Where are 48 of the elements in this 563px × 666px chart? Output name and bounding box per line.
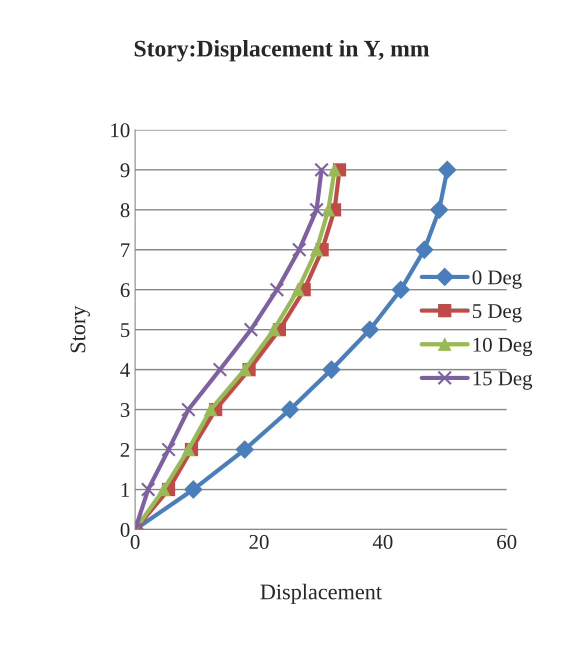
point xyxy=(392,280,410,299)
point xyxy=(182,442,195,456)
legend-label: 15 Deg xyxy=(474,371,532,390)
point xyxy=(212,362,228,377)
point xyxy=(415,240,434,259)
x-tick-label: 40 xyxy=(372,534,392,549)
point xyxy=(314,162,329,178)
point xyxy=(140,482,156,497)
point xyxy=(309,202,324,218)
point xyxy=(438,160,456,180)
point xyxy=(310,243,324,256)
y-tick-label: 5 xyxy=(121,323,130,338)
point xyxy=(280,400,300,419)
point xyxy=(292,242,307,258)
y-tick-label: 4 xyxy=(120,363,130,377)
y-tick-label: 2 xyxy=(120,442,130,457)
point xyxy=(322,360,341,379)
y-tick-label: 1 xyxy=(122,482,130,497)
point xyxy=(244,322,258,337)
point xyxy=(238,363,252,376)
legend-label: 0 Deg xyxy=(472,270,522,289)
point xyxy=(181,402,196,417)
legend-label: 5 Deg xyxy=(473,304,522,322)
point xyxy=(328,163,342,176)
point xyxy=(430,200,448,219)
y-axis-title: Story xyxy=(70,306,90,352)
x-tick-label: 20 xyxy=(249,534,269,549)
point xyxy=(184,480,203,499)
point xyxy=(291,283,305,296)
point xyxy=(157,482,170,496)
point xyxy=(270,282,284,298)
y-tick-label: 3 xyxy=(120,403,130,418)
y-tick-label: 9 xyxy=(120,163,130,178)
x-tick-label: 0 xyxy=(130,534,140,549)
point xyxy=(267,323,280,336)
point xyxy=(360,320,380,339)
point xyxy=(204,402,218,416)
y-tick-label: 8 xyxy=(120,203,130,218)
y-tick-label: 10 xyxy=(111,123,130,138)
point xyxy=(161,442,176,457)
y-tick-label: 7 xyxy=(121,243,130,257)
x-tick-label: 60 xyxy=(497,534,516,549)
x-axis-title: Displacement xyxy=(260,584,382,604)
legend-label: 10 Deg xyxy=(474,338,532,356)
point xyxy=(236,440,254,459)
chart-title: Story:Displacement in Y, mm xyxy=(134,40,430,62)
y-tick-label: 0 xyxy=(120,522,130,537)
y-tick-label: 6 xyxy=(120,283,130,298)
